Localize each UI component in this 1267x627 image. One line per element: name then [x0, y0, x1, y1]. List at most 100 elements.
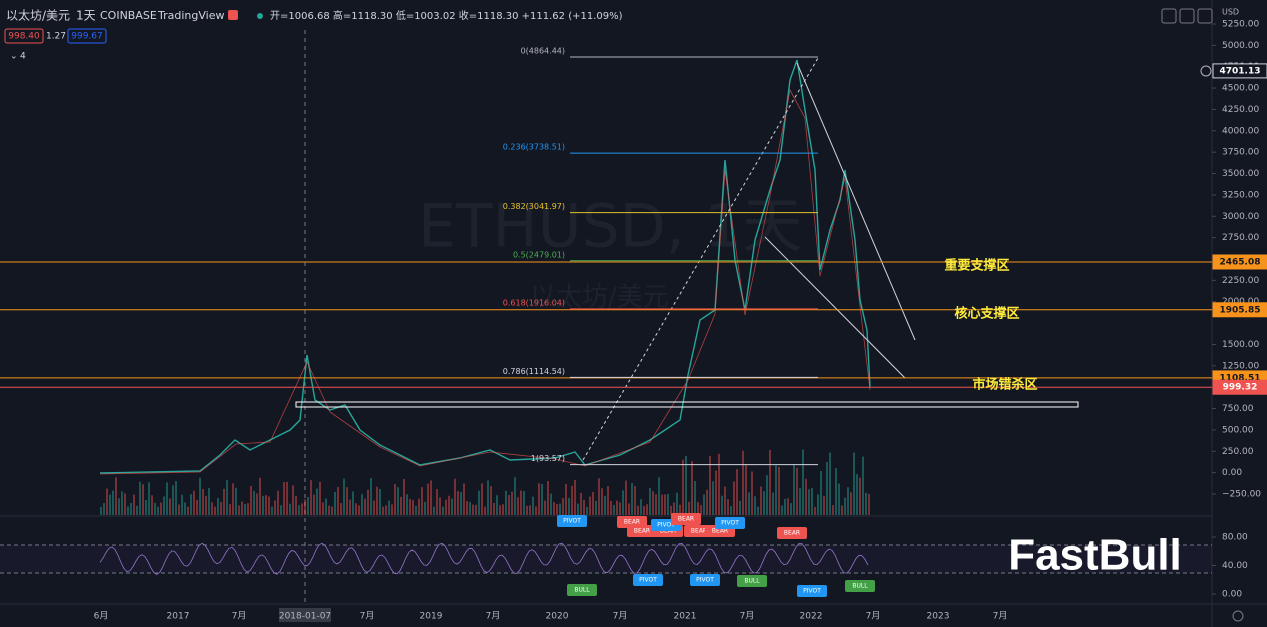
- volume-bar: [214, 506, 216, 515]
- settings[interactable]: [1232, 610, 1244, 622]
- add-alert[interactable]: [1200, 65, 1212, 77]
- fib-label: 0.618(1916.04): [503, 298, 565, 307]
- button[interactable]: [1179, 8, 1195, 24]
- signal-marker: [633, 574, 663, 586]
- volume-bar: [853, 452, 855, 515]
- y-tick-label: 0.00: [1222, 468, 1242, 478]
- volume-bar: [670, 505, 672, 515]
- volume-bar: [700, 505, 702, 515]
- button[interactable]: [1161, 8, 1177, 24]
- volume-bar: [535, 506, 537, 515]
- volume-bar: [508, 494, 510, 515]
- x-tick-label: 2018-01-07: [279, 612, 331, 622]
- volume-bar: [259, 477, 261, 515]
- volume-bar: [625, 480, 627, 515]
- market-dot: [257, 13, 263, 19]
- volume-bar: [850, 492, 852, 515]
- volume-bar: [445, 499, 447, 515]
- interval: 1天: [76, 9, 96, 23]
- volume-bar: [658, 477, 660, 515]
- volume-bar: [247, 503, 249, 515]
- volume-bar: [301, 503, 303, 515]
- y-tick-label: 4250.00: [1222, 105, 1259, 115]
- volume-bar: [721, 495, 723, 515]
- x-tick-label: 2022: [800, 612, 823, 622]
- watermark-name: 以太坊/美元: [530, 283, 669, 313]
- y-tick-label: 250.00: [1222, 447, 1254, 457]
- volume-bar: [823, 495, 825, 515]
- volume-bar: [229, 504, 231, 515]
- volume-bar: [643, 506, 645, 515]
- volume-bar: [490, 486, 492, 515]
- volume-bar: [211, 502, 213, 515]
- y-tick-label: 2000.00: [1222, 297, 1259, 307]
- volume-bar: [595, 500, 597, 515]
- volume-bar: [727, 499, 729, 515]
- x-tick-label: 7月: [866, 611, 881, 622]
- volume-bar: [505, 490, 507, 515]
- fib-label: 0(4864.44): [521, 46, 565, 55]
- volume-bar: [316, 488, 318, 515]
- volume-bar: [859, 477, 861, 515]
- signal-label: BEAR: [624, 519, 640, 526]
- volume-bar: [685, 455, 687, 515]
- volume-bar: [790, 503, 792, 515]
- ask-box[interactable]: [67, 28, 107, 44]
- volume-bar: [277, 490, 279, 515]
- volume-bar: [406, 494, 408, 515]
- volume-bar: [457, 491, 459, 515]
- volume-bar: [817, 494, 819, 515]
- volume-bar: [757, 506, 759, 515]
- signal-marker: [797, 585, 827, 597]
- volume-bar: [496, 495, 498, 515]
- price-badge: [1212, 254, 1267, 270]
- volume-bar: [166, 482, 168, 515]
- price-badge-label: 1108.51: [1220, 373, 1261, 383]
- volume-bar: [361, 494, 363, 515]
- volume-bar: [862, 456, 864, 515]
- volume-bar: [865, 492, 867, 515]
- indicator-toggle[interactable]: ⌄: [10, 52, 18, 62]
- y-tick-label: 3750.00: [1222, 148, 1259, 158]
- volume-bar: [427, 483, 429, 515]
- volume-bar: [499, 505, 501, 515]
- volume-bar: [355, 503, 357, 515]
- volume-bar: [739, 500, 741, 515]
- volume-bar: [439, 497, 441, 515]
- bid-box[interactable]: [4, 28, 44, 44]
- indicator-count: 4: [20, 52, 26, 62]
- volume-bar: [244, 503, 246, 515]
- y-tick-label: −250.00: [1222, 490, 1261, 500]
- signal-label: PIVOT: [639, 577, 657, 584]
- volume-bar: [691, 461, 693, 515]
- volume-bar: [331, 506, 333, 515]
- volume-bar: [751, 471, 753, 515]
- volume-bar: [421, 487, 423, 515]
- volume-bar: [667, 493, 669, 515]
- annotation: 核心支撑区: [954, 305, 1019, 321]
- crosshair-date-box: [279, 608, 331, 622]
- volume-bar: [238, 505, 240, 515]
- oscillator: [99, 542, 869, 575]
- volume-bar: [100, 506, 102, 515]
- button[interactable]: [1197, 8, 1213, 24]
- ohlc: 开=1006.68 高=1118.30 低=1003.02 收=1118.30 …: [270, 9, 623, 22]
- volume-bar: [433, 506, 435, 515]
- volume-bar: [661, 494, 663, 515]
- volume-bar: [340, 503, 342, 515]
- volume: [100, 449, 870, 515]
- volume-bar: [628, 503, 630, 515]
- signal-marker: [715, 517, 745, 529]
- volume-bar: [532, 496, 534, 515]
- volume-bar: [835, 468, 837, 515]
- signal-label: BEAR: [634, 528, 650, 535]
- volume-bar: [112, 490, 114, 515]
- volume-bar: [388, 500, 390, 515]
- y-tick-label: 1500.00: [1222, 340, 1259, 350]
- volume-bar: [502, 504, 504, 515]
- volume-bar: [187, 506, 189, 515]
- volume-bar: [538, 483, 540, 515]
- volume-bar: [334, 491, 336, 515]
- y-tick-label: 3250.00: [1222, 190, 1259, 200]
